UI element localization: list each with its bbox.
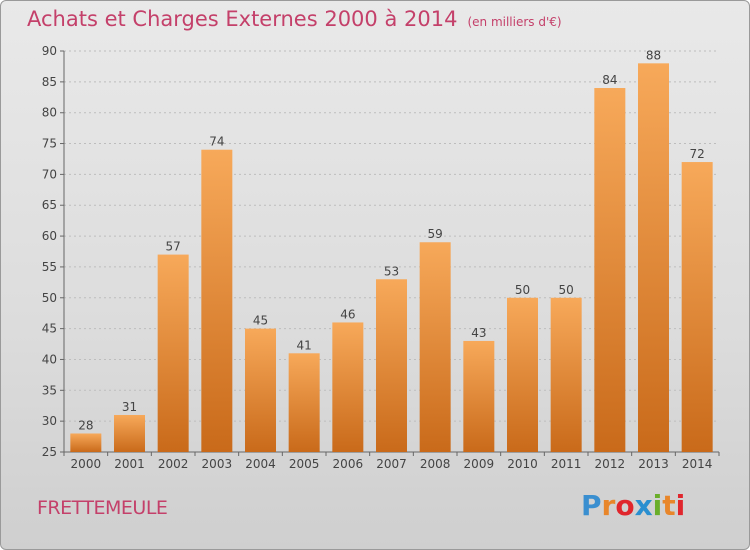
bar-2004 [245, 328, 276, 452]
data-label-2007: 53 [384, 264, 399, 278]
x-tick-label-2010: 2010 [507, 457, 538, 471]
data-label-2013: 88 [646, 48, 661, 62]
logo-letter: o [615, 489, 635, 522]
bar-2003 [201, 149, 233, 452]
bar-2009 [463, 340, 495, 452]
bar-2012 [594, 88, 626, 452]
bar-2008 [419, 242, 451, 452]
data-label-2014: 72 [690, 147, 705, 161]
logo-letter: i [675, 489, 686, 522]
logo-letter: P [581, 489, 602, 522]
data-label-2003: 74 [209, 135, 224, 149]
x-tick-label-2005: 2005 [289, 457, 320, 471]
bar-2014 [681, 162, 713, 453]
data-label-2011: 50 [559, 283, 574, 297]
bar-2010 [507, 297, 538, 452]
x-tick-label-2011: 2011 [551, 457, 582, 471]
x-tick-label-2003: 2003 [202, 457, 233, 471]
bar-2001 [114, 414, 145, 452]
bar-2006 [332, 322, 364, 452]
data-label-2001: 31 [122, 400, 137, 414]
data-labels: 28 31 57 74 45 41 46 53 59 43 50 50 84 88 72 [78, 48, 705, 432]
data-label-2008: 59 [428, 227, 443, 241]
y-tick-label: 50 [42, 291, 57, 305]
x-tick-label-2001: 2001 [114, 457, 145, 471]
data-label-2000: 28 [78, 418, 93, 432]
bars [70, 63, 713, 453]
y-tick-label: 85 [42, 75, 57, 89]
x-tick-label-2004: 2004 [245, 457, 276, 471]
y-tick-label: 70 [42, 167, 57, 181]
chart-subtitle: (en milliers d'€) [467, 15, 562, 29]
data-label-2002: 57 [166, 240, 181, 254]
y-tick-label: 25 [42, 445, 57, 459]
tick-labels: 25 30 35 40 45 50 55 60 65 70 75 80 85 90 2000 2001 2002… [42, 44, 713, 471]
bar-2013 [638, 63, 669, 452]
x-tick-label-2000: 2000 [71, 457, 102, 471]
logo-letter: x [634, 489, 653, 522]
data-label-2012: 84 [602, 73, 617, 87]
data-label-2005: 41 [297, 338, 312, 352]
logo-letter: r [601, 489, 616, 522]
y-tick-label: 75 [42, 137, 57, 151]
proxiti-logo: Proxiti [581, 489, 685, 522]
x-tick-label-2013: 2013 [638, 457, 669, 471]
y-tick-label: 40 [42, 352, 57, 366]
y-tick-label: 80 [42, 106, 57, 120]
place-name: FRETTEMEULE [37, 497, 168, 519]
x-tick-label-2009: 2009 [464, 457, 495, 471]
x-tick-label-2006: 2006 [333, 457, 364, 471]
bar-2005 [288, 353, 320, 452]
bar-2002 [157, 254, 189, 452]
logo-letter: t [662, 489, 676, 522]
y-tick-label: 90 [42, 44, 57, 58]
bar-2000 [70, 433, 102, 452]
y-tick-label: 30 [42, 414, 57, 428]
data-label-2006: 46 [340, 307, 355, 321]
data-label-2010: 50 [515, 283, 530, 297]
data-label-2004: 45 [253, 314, 268, 328]
data-label-2009: 43 [471, 326, 486, 340]
chart-title: Achats et Charges Externes 2000 à 2014 [27, 7, 458, 31]
x-tick-label-2002: 2002 [158, 457, 189, 471]
x-tick-label-2014: 2014 [682, 457, 713, 471]
y-tick-label: 35 [42, 383, 57, 397]
bar-2007 [376, 279, 407, 452]
title-row: Achats et Charges Externes 2000 à 2014 (e… [27, 7, 562, 31]
y-tick-label: 55 [42, 260, 57, 274]
x-tick-label-2007: 2007 [376, 457, 407, 471]
bar-2011 [550, 297, 582, 452]
y-tick-label: 60 [42, 229, 57, 243]
x-tick-label-2008: 2008 [420, 457, 451, 471]
x-tick-label-2012: 2012 [595, 457, 626, 471]
y-tick-label: 65 [42, 198, 57, 212]
y-tick-label: 45 [42, 322, 57, 336]
logo-letter: i [652, 489, 663, 522]
